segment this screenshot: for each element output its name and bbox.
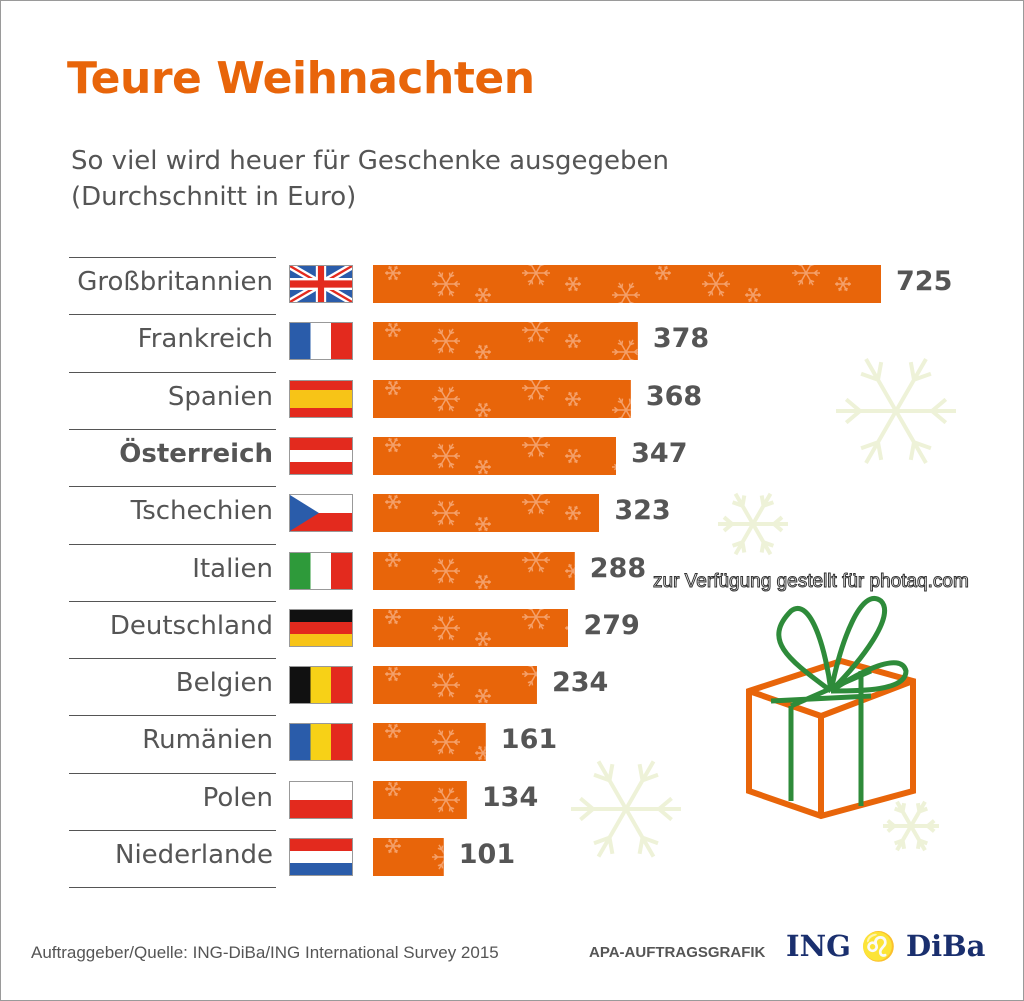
bar bbox=[373, 608, 569, 647]
row-divider bbox=[69, 314, 276, 316]
ing-diba-logo: ING ♌ DiBa bbox=[786, 929, 985, 963]
category-label: Polen bbox=[202, 782, 273, 813]
page-title: Teure Weihnachten bbox=[67, 53, 535, 104]
flag-ro-icon bbox=[289, 723, 353, 762]
flag-uk-icon bbox=[289, 265, 353, 303]
row-divider bbox=[69, 543, 276, 545]
data-label: 161 bbox=[500, 724, 558, 756]
flag-it-icon bbox=[289, 551, 353, 590]
bar bbox=[373, 379, 631, 418]
flag-be-icon bbox=[289, 666, 353, 705]
subtitle-line-2: (Durchschnitt in Euro) bbox=[71, 182, 357, 212]
gift-icon bbox=[746, 596, 916, 820]
data-label: 279 bbox=[583, 609, 640, 641]
logo-text-left: ING bbox=[786, 929, 851, 963]
watermark: zur Verfügung gestellt für photaq.com bbox=[653, 571, 970, 593]
data-label: 288 bbox=[589, 552, 647, 584]
flag-de-icon bbox=[289, 608, 353, 647]
row-divider bbox=[69, 257, 276, 258]
category-label: Niederlande bbox=[115, 840, 273, 870]
bar bbox=[373, 723, 486, 762]
category-label: Tschechien bbox=[130, 496, 273, 527]
snowflake-icon bbox=[718, 492, 788, 556]
data-label: 101 bbox=[458, 839, 516, 870]
flag-pl-icon bbox=[289, 780, 353, 819]
category-label: Großbritannien bbox=[77, 267, 273, 297]
bar bbox=[373, 494, 600, 533]
category-label: Rumänien bbox=[142, 725, 273, 756]
flag-fr-icon bbox=[289, 322, 353, 361]
snowflake-icon bbox=[836, 358, 956, 464]
category-label: Spanien bbox=[167, 381, 273, 412]
snowflake-icon bbox=[883, 800, 939, 852]
logo-text-right: DiBa bbox=[905, 929, 986, 963]
source-note: Auftraggeber/Quelle: ING-DiBa/ING Intern… bbox=[31, 943, 499, 962]
data-label: 347 bbox=[631, 437, 688, 469]
snowflake-icons bbox=[571, 358, 956, 858]
flag-nl-icon bbox=[289, 838, 353, 876]
snowflake-icon bbox=[571, 760, 681, 858]
data-label: 234 bbox=[551, 667, 609, 699]
bar bbox=[373, 436, 617, 475]
subtitle: So viel wird heuer für Geschenke ausgege… bbox=[71, 143, 669, 215]
subtitle-line-1: So viel wird heuer für Geschenke ausgege… bbox=[71, 146, 670, 176]
bar bbox=[373, 780, 467, 819]
bar bbox=[373, 838, 444, 876]
bar bbox=[373, 322, 638, 361]
category-label: Deutschland bbox=[109, 610, 273, 641]
data-label: 323 bbox=[614, 495, 671, 527]
flag-es-icon bbox=[289, 379, 353, 418]
category-label: Italien bbox=[192, 553, 273, 584]
row-divider bbox=[69, 830, 276, 831]
row-divider bbox=[69, 486, 276, 488]
row-divider bbox=[69, 715, 276, 717]
category-label: Österreich bbox=[119, 438, 273, 469]
row-divider bbox=[69, 428, 276, 430]
bar bbox=[373, 551, 575, 590]
flag-cz-icon bbox=[289, 494, 353, 533]
row-divider bbox=[69, 600, 276, 602]
flag-at-icon bbox=[289, 436, 353, 475]
category-label: Frankreich bbox=[137, 324, 273, 355]
apa-label: APA-AUFTRAGSGRAFIK bbox=[589, 944, 766, 961]
lion-icon: ♌ bbox=[860, 930, 896, 963]
row-divider bbox=[69, 887, 276, 889]
row-divider bbox=[69, 772, 276, 774]
data-label: 368 bbox=[645, 380, 703, 412]
data-label: 134 bbox=[481, 781, 539, 813]
bar bbox=[373, 666, 537, 705]
bar bbox=[373, 265, 881, 303]
data-label: 725 bbox=[896, 266, 953, 297]
row-divider bbox=[69, 371, 276, 373]
data-label: 378 bbox=[652, 323, 710, 355]
category-label: Belgien bbox=[175, 668, 273, 699]
row-divider bbox=[69, 658, 276, 660]
